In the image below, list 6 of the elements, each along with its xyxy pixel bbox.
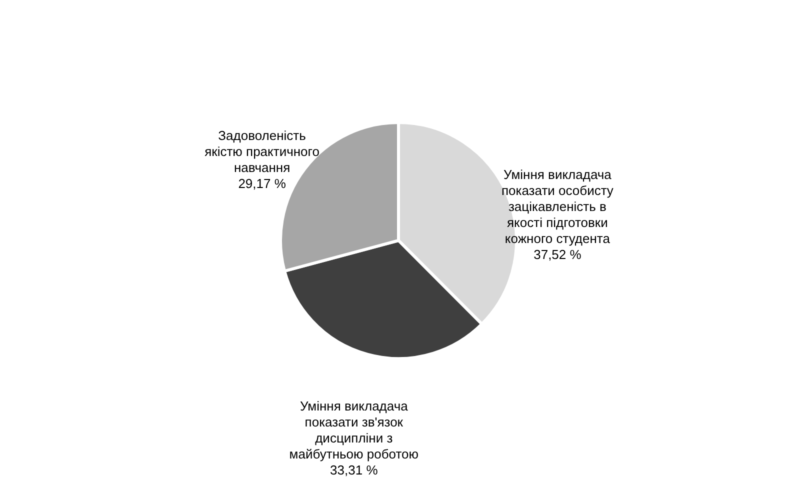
data-label: 33,31 % <box>330 462 378 478</box>
slice-label: Уміння викладача показати особисту зацікавленість в якості підготовки кожного студента <box>501 166 614 246</box>
data-label: 29,17 % <box>238 176 286 191</box>
slice-label: Задоволеність якістю практичного навчання <box>204 128 320 175</box>
slice-label: Уміння викладача показати зв'язок дисципліни з майбутньою роботою <box>289 398 419 462</box>
data-label: 37,52 % <box>534 246 582 262</box>
